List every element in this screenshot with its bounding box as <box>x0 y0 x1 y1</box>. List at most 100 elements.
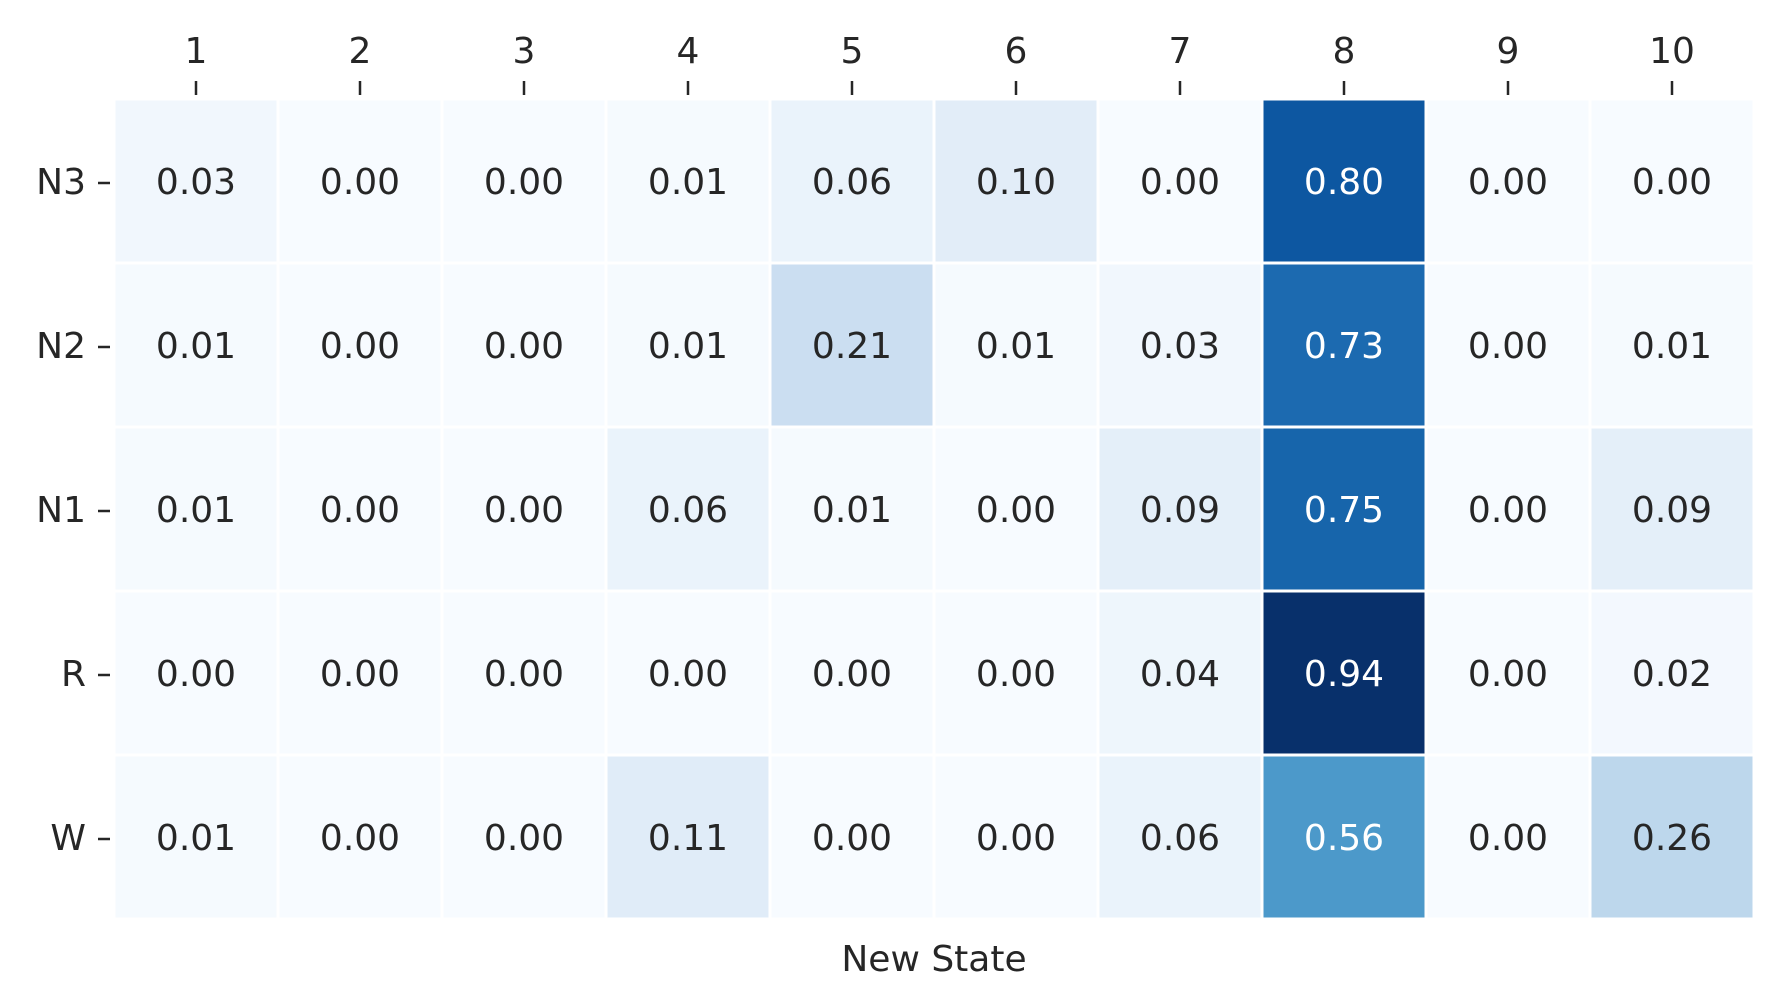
cell-value-label: 0.00 <box>1468 162 1548 203</box>
x-tick-label: 10 <box>1649 31 1695 72</box>
cell-value-label: 0.00 <box>320 654 400 695</box>
cell-value-label: 0.06 <box>648 490 728 531</box>
cell-value-label: 0.00 <box>156 654 236 695</box>
heatmap-cell <box>112 97 280 265</box>
cell-value-label: 0.00 <box>1468 490 1548 531</box>
cell-value-label: 0.01 <box>156 818 236 859</box>
heatmap-cell <box>440 97 608 265</box>
heatmap-cell <box>1588 589 1756 757</box>
x-tick-label: 2 <box>349 31 372 72</box>
cell-value-label: 0.00 <box>1468 818 1548 859</box>
y-tick-label: R <box>61 654 86 695</box>
heatmap-cell <box>1424 261 1592 429</box>
y-tick-label: N1 <box>36 490 86 531</box>
heatmap-cell <box>112 425 280 593</box>
heatmap-cells: 0.03 0.00 0.00 0.01 0.06 0.10 0.00 0.80 0.00 0.00… <box>112 97 1756 921</box>
heatmap-cell <box>1260 261 1428 429</box>
cell-value-label: 0.00 <box>484 818 564 859</box>
cell-value-label: 0.00 <box>1140 162 1220 203</box>
x-tick-label: 7 <box>1169 31 1192 72</box>
x-tick-label: 3 <box>513 31 536 72</box>
cell-value-label: 0.02 <box>1632 654 1712 695</box>
cell-value-label: 0.01 <box>812 490 892 531</box>
cell-value-label: 0.00 <box>976 818 1056 859</box>
cell-value-label: 0.00 <box>320 490 400 531</box>
heatmap-cell <box>932 753 1100 921</box>
heatmap-cell <box>440 753 608 921</box>
cell-value-label: 0.73 <box>1304 326 1384 367</box>
heatmap-cell <box>112 753 280 921</box>
x-tick-label: 8 <box>1333 31 1356 72</box>
heatmap-cell <box>768 753 936 921</box>
x-tick-label: 1 <box>185 31 208 72</box>
x-tick-label: 4 <box>677 31 700 72</box>
cell-value-label: 0.01 <box>156 490 236 531</box>
cell-value-label: 0.94 <box>1304 654 1384 695</box>
cell-value-label: 0.00 <box>648 654 728 695</box>
cell-value-label: 0.00 <box>976 490 1056 531</box>
cell-value-label: 0.09 <box>1632 490 1712 531</box>
cell-value-label: 0.56 <box>1304 818 1384 859</box>
cell-value-label: 0.21 <box>812 326 892 367</box>
cell-value-label: 0.04 <box>1140 654 1220 695</box>
heatmap-cell <box>1424 589 1592 757</box>
cell-value-label: 0.80 <box>1304 162 1384 203</box>
cell-value-label: 0.00 <box>812 654 892 695</box>
cell-value-label: 0.03 <box>156 162 236 203</box>
x-tick-label: 5 <box>841 31 864 72</box>
heatmap-cell <box>276 753 444 921</box>
heatmap-cell <box>1096 261 1264 429</box>
heatmap-cell <box>1096 589 1264 757</box>
cell-value-label: 0.06 <box>1140 818 1220 859</box>
heatmap-cell <box>440 425 608 593</box>
x-tick-label: 9 <box>1497 31 1520 72</box>
cell-value-label: 0.01 <box>648 162 728 203</box>
cell-value-label: 0.01 <box>976 326 1056 367</box>
heatmap-cell <box>112 589 280 757</box>
heatmap-cell <box>1588 425 1756 593</box>
heatmap-cell <box>1260 425 1428 593</box>
cell-value-label: 0.01 <box>156 326 236 367</box>
cell-value-label: 0.00 <box>484 490 564 531</box>
cell-value-label: 0.00 <box>812 818 892 859</box>
heatmap-cell <box>1260 753 1428 921</box>
heatmap-cell <box>768 425 936 593</box>
cell-value-label: 0.00 <box>320 162 400 203</box>
y-tick-label: N2 <box>36 326 86 367</box>
cell-value-label: 0.11 <box>648 818 728 859</box>
cell-value-label: 0.09 <box>1140 490 1220 531</box>
cell-value-label: 0.03 <box>1140 326 1220 367</box>
x-axis-label: New State <box>841 939 1026 980</box>
heatmap-cell <box>1588 261 1756 429</box>
heatmap-cell <box>932 589 1100 757</box>
cell-value-label: 0.01 <box>1632 326 1712 367</box>
heatmap-cell <box>932 261 1100 429</box>
cell-value-label: 0.00 <box>1632 162 1712 203</box>
cell-value-label: 0.00 <box>320 818 400 859</box>
heatmap-cell <box>1588 753 1756 921</box>
heatmap-cell <box>1096 753 1264 921</box>
heatmap-cell <box>1096 425 1264 593</box>
cell-value-label: 0.01 <box>648 326 728 367</box>
x-tick-label: 6 <box>1005 31 1028 72</box>
y-tick-label: W <box>50 818 86 859</box>
cell-value-label: 0.00 <box>484 326 564 367</box>
y-tick-label: N3 <box>36 162 86 203</box>
heatmap-cell <box>1588 97 1756 265</box>
cell-value-label: 0.00 <box>1468 654 1548 695</box>
heatmap-cell <box>604 261 772 429</box>
cell-value-label: 0.10 <box>976 162 1056 203</box>
heatmap-cell <box>1424 425 1592 593</box>
heatmap-cell <box>1260 97 1428 265</box>
x-axis-ticks: 1 2 3 4 5 6 7 8 9 10 <box>185 31 1695 95</box>
cell-value-label: 0.06 <box>812 162 892 203</box>
y-axis-ticks: N3 N2 N1 R W <box>36 162 110 859</box>
heatmap-cell <box>276 97 444 265</box>
cell-value-label: 0.00 <box>1468 326 1548 367</box>
cell-value-label: 0.00 <box>484 162 564 203</box>
heatmap-cell <box>276 261 444 429</box>
heatmap-cell <box>276 425 444 593</box>
cell-value-label: 0.00 <box>484 654 564 695</box>
cell-value-label: 0.75 <box>1304 490 1384 531</box>
